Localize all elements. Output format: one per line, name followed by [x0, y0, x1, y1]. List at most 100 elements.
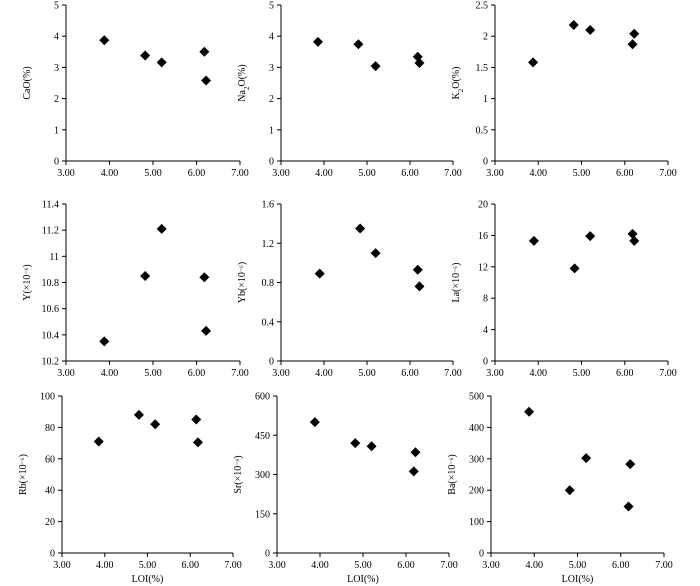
y-tick-label: 20	[45, 517, 55, 528]
y-tick-label: 10.8	[42, 278, 60, 289]
y-tick-label: 150	[255, 509, 270, 520]
x-tick-label: 5.00	[139, 560, 157, 571]
x-tick-label: 3.00	[272, 168, 290, 179]
data-point	[156, 57, 167, 68]
y-axis-label: K2O(%)	[451, 67, 465, 100]
y-tick-label: 0	[483, 157, 488, 168]
data-point	[581, 453, 592, 464]
y-tick-label: 0.4	[262, 317, 275, 328]
y-tick-label: 11.4	[42, 200, 59, 211]
x-tick-label: 6.00	[401, 168, 419, 179]
y-tick-label: 0	[265, 549, 270, 560]
data-point	[366, 441, 377, 452]
y-tick-label: 60	[45, 454, 55, 465]
y-axis-label: CaO(%)	[22, 66, 33, 99]
y-axis-label: Na2O(%)	[237, 64, 251, 101]
chart-panel-8: 0 150 300 450 600 3.00 4.00 5.00 6.00 7.00 Sr(×10⁻…	[233, 392, 458, 586]
y-tick-label: 2.5	[476, 1, 489, 12]
data-point	[629, 28, 640, 39]
y-tick-label: 1.5	[476, 63, 489, 74]
y-tick-label: 1	[483, 94, 488, 105]
x-tick-label: 7.00	[659, 168, 677, 179]
data-point	[627, 228, 638, 239]
y-axis-label: Sr(×10⁻⁶)	[233, 455, 244, 493]
chart-panel-5: 0 0.4 0.8 1.2 1.6 3.00 4.00 5.00 6.00 7.00 Yb(×10⁻…	[237, 200, 462, 380]
data-point	[408, 466, 419, 477]
y-tick-label: 80	[45, 423, 55, 434]
data-point	[528, 57, 539, 68]
data-point	[150, 419, 161, 430]
x-tick-label: 7.00	[655, 560, 673, 571]
y-tick-label: 10.4	[42, 330, 60, 341]
x-tick-label: 3.00	[57, 168, 75, 179]
x-tick-label: 5.00	[569, 560, 587, 571]
y-tick-label: 5	[54, 1, 59, 12]
data-point	[140, 270, 151, 281]
y-tick-label: 1	[269, 125, 274, 136]
y-tick-label: 10.2	[42, 357, 60, 368]
data-point	[414, 281, 425, 292]
data-point	[623, 501, 634, 512]
y-tick-label: 0	[50, 549, 55, 560]
chart-panel-2: 0 1 2 3 4 5 3.00 4.00 5.00 6.00 7.00 Na2O(%)	[237, 1, 462, 180]
x-tick-label: 4.00	[96, 560, 114, 571]
x-tick-label: 5.00	[358, 168, 376, 179]
x-tick-label: 4.00	[530, 168, 548, 179]
y-tick-label: 4	[269, 32, 274, 43]
data-point	[133, 409, 144, 420]
data-point	[314, 268, 325, 279]
x-tick-label: 7.00	[231, 368, 249, 379]
x-tick-label: 3.00	[57, 368, 75, 379]
x-tick-label: 4.00	[101, 168, 119, 179]
data-point	[412, 264, 423, 275]
data-point	[350, 438, 361, 449]
data-point	[629, 235, 640, 246]
y-tick-label: 4	[54, 32, 59, 43]
y-tick-label: 3	[269, 63, 274, 74]
x-tick-label: 5.00	[144, 368, 162, 379]
data-point	[355, 223, 366, 234]
y-tick-label: 300	[469, 454, 484, 465]
x-tick-label: 4.00	[315, 368, 333, 379]
y-tick-label: 400	[469, 423, 484, 434]
chart-panel-4: 10.2 10.4 10.6 10.8 11 11.2 11.4 3.00 4.00 5.00 6.…	[22, 200, 249, 380]
x-tick-label: 3.00	[268, 560, 286, 571]
data-point	[410, 447, 421, 458]
data-point	[309, 417, 320, 428]
x-axis-label: LOI(%)	[347, 574, 379, 585]
data-point	[201, 75, 212, 86]
x-tick-label: 4.00	[311, 560, 329, 571]
y-tick-label: 500	[469, 392, 484, 403]
x-tick-label: 6.00	[616, 368, 634, 379]
y-tick-label: 5	[269, 1, 274, 12]
x-tick-label: 7.00	[224, 560, 242, 571]
y-axis-label: Yb(×10⁻⁶)	[237, 262, 248, 304]
chart-panel-7: 0 20 40 60 80 100 3.00 4.00 5.00 6.00 7.00 Rb(×10⁻⁶…	[18, 392, 242, 586]
x-tick-label: 3.00	[486, 168, 504, 179]
y-tick-label: 40	[45, 486, 55, 497]
y-tick-label: 11	[49, 252, 59, 263]
y-tick-label: 12	[478, 262, 488, 273]
x-tick-label: 6.00	[397, 560, 415, 571]
y-tick-label: 300	[255, 470, 270, 481]
x-tick-label: 4.00	[526, 560, 544, 571]
y-tick-label: 1	[54, 125, 59, 136]
y-tick-label: 1.2	[262, 239, 275, 250]
data-point	[201, 325, 212, 336]
x-tick-label: 6.00	[612, 560, 630, 571]
y-tick-label: 0	[269, 157, 274, 168]
chart-panel-6: 0 4 8 12 16 20 3.00 4.00 5.00 6.00 7.00 La(×10⁻⁶)	[451, 200, 677, 380]
data-point	[312, 36, 323, 47]
x-tick-label: 6.00	[182, 560, 200, 571]
y-tick-label: 3	[54, 63, 59, 74]
chart-panel-9: 0 100 200 300 400 500 3.00 4.00 5.00 6.00 7.00 Ba(×…	[447, 392, 673, 586]
data-point	[524, 406, 535, 417]
y-tick-label: 0	[479, 549, 484, 560]
x-tick-label: 4.00	[530, 368, 548, 379]
data-point	[192, 437, 203, 448]
y-axis-label: Y(×10⁻⁶)	[22, 264, 33, 301]
data-point	[370, 248, 381, 259]
data-point	[625, 459, 636, 470]
y-tick-label: 100	[40, 392, 55, 403]
